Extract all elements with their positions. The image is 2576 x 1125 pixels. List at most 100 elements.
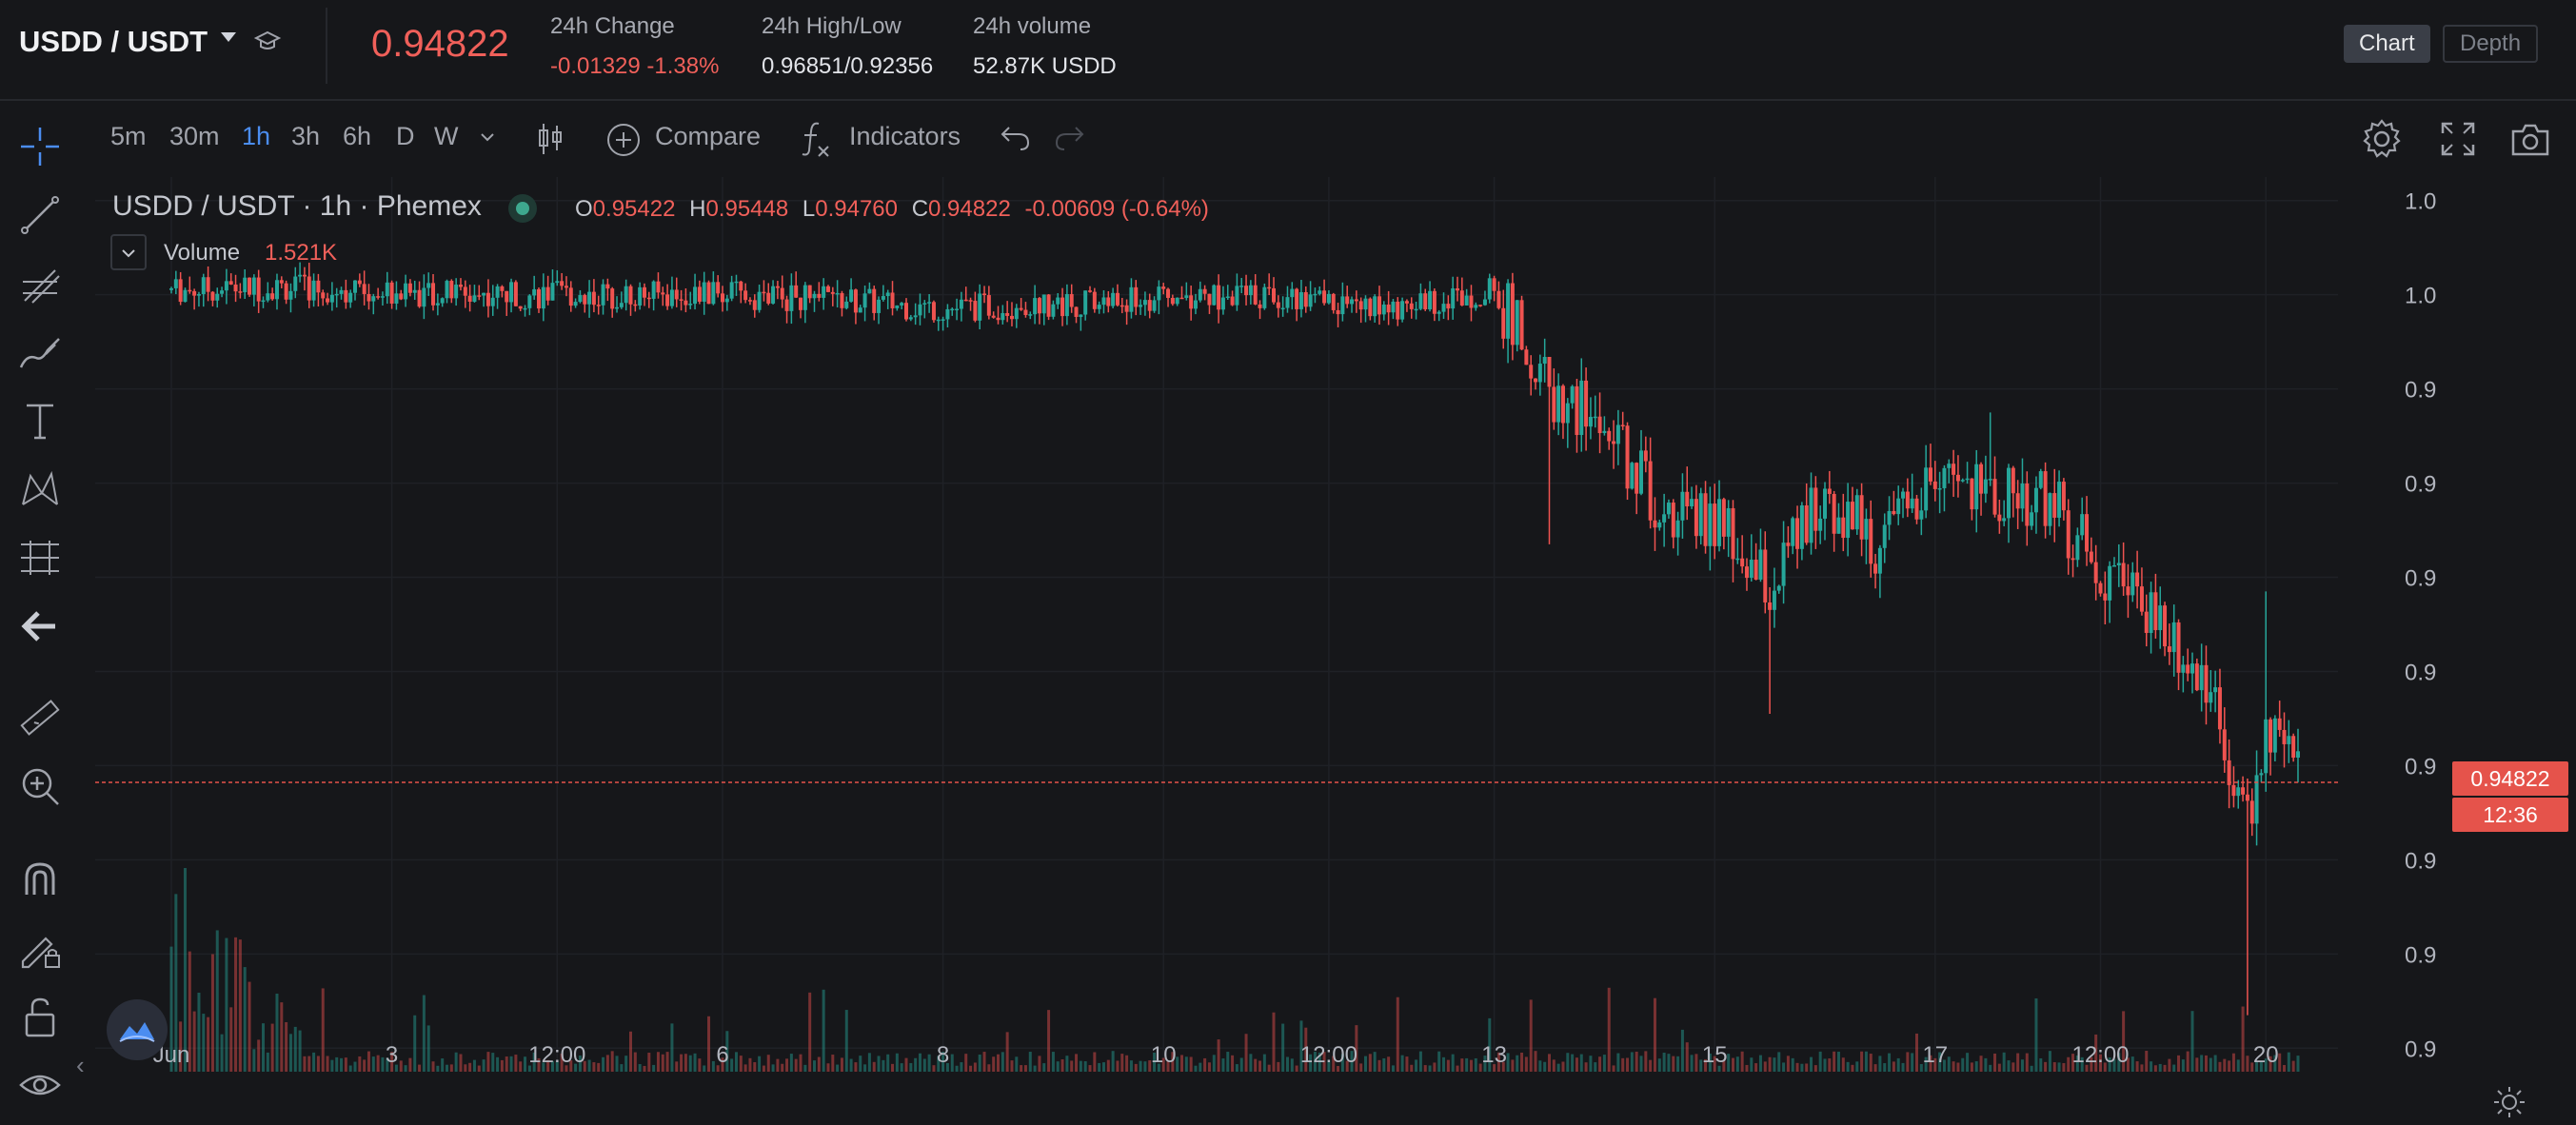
chart-view-button[interactable]: Chart <box>2344 25 2430 63</box>
volume-bar <box>1207 1062 1211 1072</box>
ruler-icon[interactable] <box>17 695 63 740</box>
candle-body <box>1019 307 1023 310</box>
candle-body <box>817 293 822 298</box>
interval-1h[interactable]: 1h <box>242 122 271 150</box>
chevron-down-icon[interactable] <box>221 32 236 42</box>
candle-body <box>1414 308 1418 311</box>
interval-d[interactable]: D <box>396 122 415 150</box>
redo-icon[interactable] <box>1053 124 1085 152</box>
interval-6h[interactable]: 6h <box>343 122 372 150</box>
candle-body <box>849 289 854 302</box>
volume-bar <box>734 1052 738 1072</box>
volume-bar <box>426 1025 430 1072</box>
fib-tool-icon[interactable] <box>17 261 63 306</box>
candle-body <box>1446 304 1451 309</box>
text-tool-icon[interactable] <box>17 398 63 444</box>
symbol-title: USDD / USDT · 1h · Phemex <box>112 190 482 222</box>
volume-bar <box>2020 1059 2024 1072</box>
volume-bar <box>1079 1060 1082 1072</box>
candle-body <box>578 295 583 303</box>
eye-icon[interactable] <box>17 1062 63 1108</box>
collapse-toolbar-chevron-icon[interactable]: ‹ <box>76 1051 85 1079</box>
candle-body <box>615 306 620 309</box>
price-chart[interactable]: 1.01000 1.00000 0.99000 0.98000 0.97000 0.960… <box>95 177 2437 1072</box>
candle-body <box>803 285 807 310</box>
interval-5m[interactable]: 5m <box>110 122 147 150</box>
candle-body <box>872 288 877 313</box>
volume-bar <box>546 1059 550 1072</box>
candle-body <box>541 286 545 309</box>
candle-body <box>1377 296 1381 315</box>
candle-body <box>1354 299 1358 302</box>
low-value: 0.94760 <box>815 196 899 222</box>
volume-bar <box>2085 1064 2089 1072</box>
candle-body <box>1014 307 1019 320</box>
volume-bar <box>1239 1057 1243 1072</box>
volume-bar <box>1566 1053 1570 1072</box>
volume-bar <box>266 1052 269 1072</box>
volume-bar <box>2158 1063 2162 1072</box>
academy-cap-icon[interactable] <box>253 27 282 55</box>
volume-bar <box>1001 1052 1004 1072</box>
arrow-left-icon[interactable] <box>17 603 63 649</box>
candle-body <box>2011 467 2015 494</box>
prediction-tool-icon[interactable] <box>17 535 63 581</box>
lock-drawing-icon[interactable] <box>17 925 63 971</box>
interval-3h[interactable]: 3h <box>291 122 321 150</box>
volume-bar <box>537 1057 541 1072</box>
candle-body <box>1258 304 1262 308</box>
volume-bar <box>1483 1056 1487 1072</box>
brush-icon[interactable] <box>17 329 63 375</box>
candle-body <box>2057 482 2062 518</box>
fullscreen-icon[interactable] <box>2439 120 2477 158</box>
candle-style-icon[interactable] <box>535 122 565 156</box>
volume-bar <box>1506 1053 1510 1072</box>
candle-body <box>674 289 679 300</box>
volume-collapse-button[interactable] <box>110 234 147 270</box>
indicators-button[interactable]: Indicators <box>849 122 961 150</box>
candle-body <box>1570 385 1575 404</box>
candle-body <box>1248 285 1253 296</box>
volume-bar <box>1415 1059 1418 1072</box>
candle-body <box>1887 510 1892 525</box>
interval-30m[interactable]: 30m <box>169 122 220 150</box>
volume-bar <box>758 1056 762 1072</box>
candle-body <box>183 289 188 303</box>
candle-body <box>1331 293 1336 310</box>
compare-button[interactable]: Compare <box>655 122 762 150</box>
plus-circle-icon[interactable] <box>605 122 642 158</box>
chevron-down-icon[interactable] <box>480 131 495 143</box>
camera-icon[interactable] <box>2509 120 2551 158</box>
volume-bar <box>1630 1052 1634 1072</box>
pair-selector[interactable]: USDD / USDT <box>19 25 208 58</box>
candle-body <box>853 289 858 313</box>
candle-body <box>1033 298 1038 315</box>
volume-bar <box>1143 1061 1147 1072</box>
zoom-in-icon[interactable] <box>17 763 63 809</box>
volume-bar <box>633 1052 637 1072</box>
candle-body <box>1584 380 1589 427</box>
pattern-tool-icon[interactable] <box>17 466 63 512</box>
sun-theme-icon[interactable] <box>2492 1085 2526 1119</box>
magnet-icon[interactable] <box>17 857 63 902</box>
unlock-icon[interactable] <box>17 994 63 1039</box>
volume-bar <box>1800 1063 1804 1072</box>
candle-body <box>2149 592 2153 633</box>
gear-icon[interactable] <box>2361 118 2403 160</box>
volume-bar <box>1309 1054 1313 1072</box>
volume-bar <box>446 1064 448 1072</box>
crosshair-icon[interactable] <box>17 124 63 169</box>
function-fx-icon[interactable] <box>800 118 832 160</box>
depth-view-button[interactable]: Depth <box>2443 25 2539 63</box>
volume-bar <box>1221 1058 1225 1072</box>
volume-bar <box>1575 1057 1578 1072</box>
volume-bar <box>560 1054 564 1072</box>
candle-body <box>858 307 862 313</box>
candle-body <box>747 300 752 302</box>
volume-bar <box>1005 1032 1009 1072</box>
trend-line-icon[interactable] <box>17 192 63 238</box>
candle-body <box>1079 314 1083 317</box>
interval-w[interactable]: W <box>434 122 459 150</box>
chart-logo-button[interactable] <box>107 999 168 1060</box>
undo-icon[interactable] <box>1000 124 1032 152</box>
